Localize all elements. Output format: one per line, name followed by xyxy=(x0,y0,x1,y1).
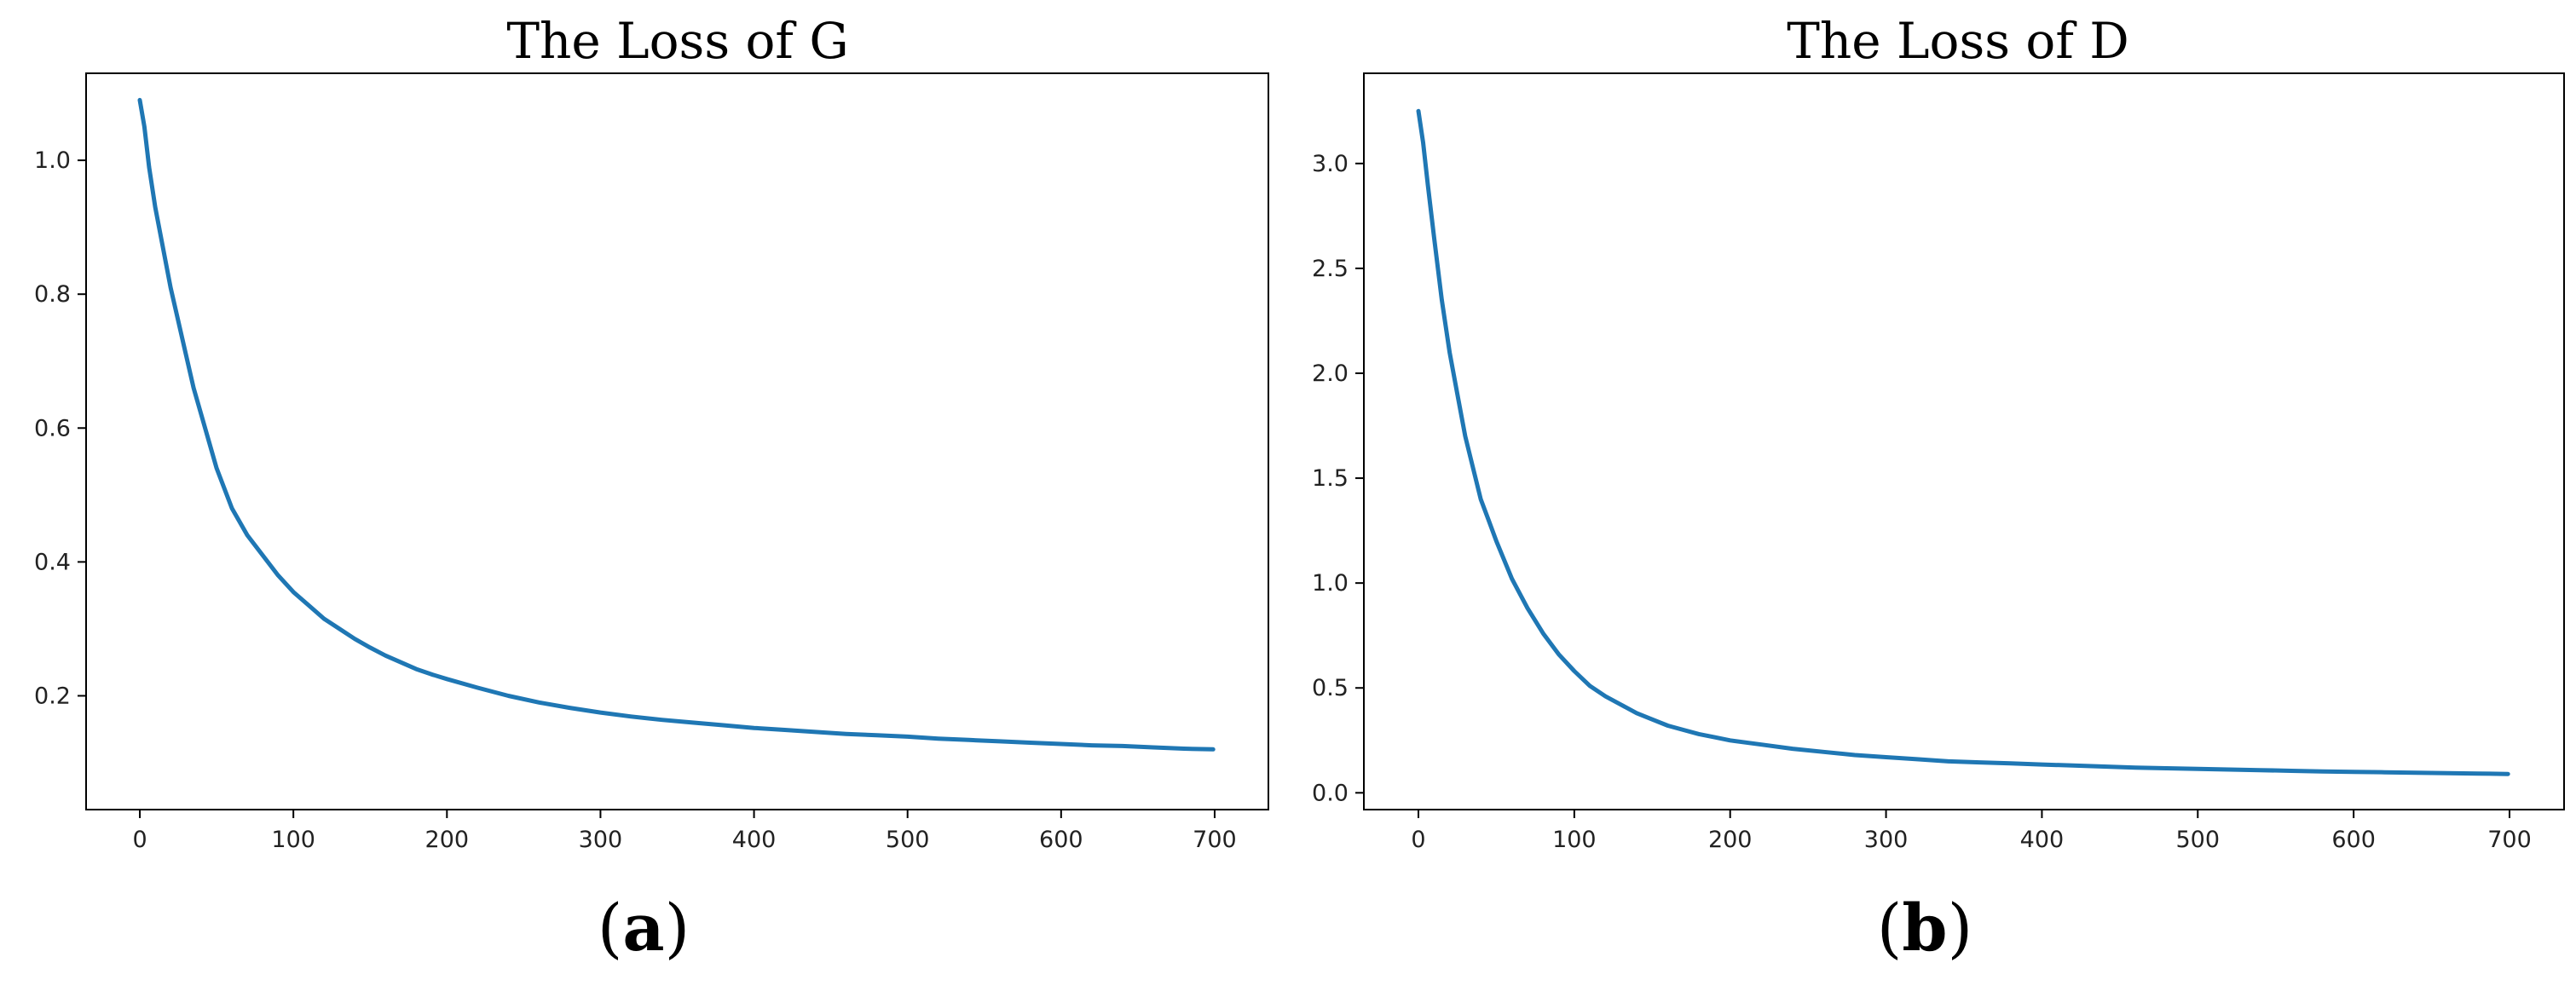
x-tick-label: 200 xyxy=(1708,827,1753,853)
x-tick-label: 200 xyxy=(425,827,470,853)
chart-title: The Loss of D xyxy=(1787,12,2129,70)
y-tick-label: 0.0 xyxy=(1312,780,1349,806)
axes-frame xyxy=(1363,72,2565,810)
x-tick-label: 100 xyxy=(271,827,315,853)
y-tick-label: 0.4 xyxy=(34,549,71,575)
svg-text:(b): (b) xyxy=(1877,890,1972,966)
y-tick-label: 1.0 xyxy=(1312,570,1349,597)
subfigure-caption: (b) xyxy=(1877,890,1972,966)
x-tick-label: 300 xyxy=(1864,827,1909,853)
x-tick-label: 700 xyxy=(2487,827,2532,853)
x-tick-label: 700 xyxy=(1193,827,1237,853)
axes-frame xyxy=(85,72,1269,810)
svg-text:(a): (a) xyxy=(598,890,690,966)
x-tick-label: 600 xyxy=(2331,827,2376,853)
caption-open-paren: ( xyxy=(598,890,623,966)
y-tick-label: 0.8 xyxy=(34,281,71,308)
x-tick-label: 400 xyxy=(2020,827,2065,853)
panel-a: The Loss of G 0 100 200 300 400 500 600 700 0.2 0… xyxy=(34,12,1269,966)
y-tick-label: 3.0 xyxy=(1312,151,1349,177)
series-line-0 xyxy=(1416,108,2510,776)
x-tick-label: 500 xyxy=(886,827,930,853)
x-tick-label: 400 xyxy=(732,827,777,853)
caption-letter: b xyxy=(1902,890,1947,966)
axes: 0 100 200 300 400 500 600 700 0.0 0.5 1.0 1.5 2.0 2.5… xyxy=(1312,151,2532,853)
caption-close-paren: ) xyxy=(1948,890,1973,966)
subfigure-caption: (a) xyxy=(598,890,690,966)
x-tick-label: 100 xyxy=(1552,827,1597,853)
x-tick-label: 600 xyxy=(1039,827,1083,853)
x-tick-label: 0 xyxy=(132,827,147,853)
y-tick-label: 0.5 xyxy=(1312,675,1349,701)
plot-area xyxy=(1416,108,2510,776)
chart-loss-g: The Loss of G 0 100 200 300 400 500 600 7000.20… xyxy=(34,12,1269,966)
y-tick-label: 0.2 xyxy=(34,683,71,709)
chart-title: The Loss of G xyxy=(506,12,848,70)
panel-b: The Loss of D 0 100 200 300 400 500 600 700 0.0 0… xyxy=(1288,0,2576,986)
y-tick-label: 1.5 xyxy=(1312,465,1349,492)
x-tick-label: 0 xyxy=(1411,827,1425,853)
caption-close-paren: ) xyxy=(665,890,690,966)
y-tick-label: 1.0 xyxy=(34,147,71,174)
series-line-0 xyxy=(137,97,1216,752)
x-tick-label: 500 xyxy=(2176,827,2221,853)
chart-loss-d: The Loss of D 0 100 200 300 400 500 600 7000.00… xyxy=(1312,12,2565,966)
x-tick-label: 300 xyxy=(579,827,623,853)
y-tick-label: 0.6 xyxy=(34,415,71,441)
y-tick-label: 2.5 xyxy=(1312,256,1349,282)
plot-area xyxy=(137,97,1216,752)
y-tick-label: 2.0 xyxy=(1312,360,1349,387)
caption-open-paren: ( xyxy=(1877,890,1903,966)
axes: 0 100 200 300 400 500 600 700 0.2 0.4 0.6 0.8 1.0 xyxy=(34,147,1237,853)
caption-letter: a xyxy=(622,890,664,966)
